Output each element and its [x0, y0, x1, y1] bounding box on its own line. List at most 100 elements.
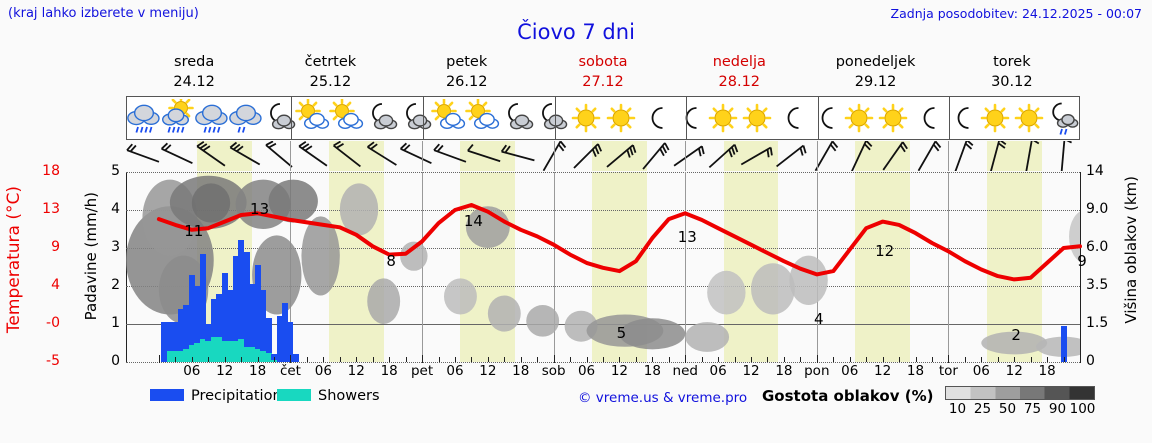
- time-tick: [356, 357, 358, 362]
- day-header-1: sreda 24.12: [126, 52, 262, 94]
- time-tick: [783, 357, 785, 362]
- copyright-link[interactable]: © vreme.us & vreme.pro: [578, 390, 748, 406]
- precipitation-bar: [249, 284, 256, 362]
- precipitation-bar: [292, 353, 299, 362]
- showers-segment: [210, 337, 217, 362]
- temperature-tick: -5: [46, 353, 60, 369]
- time-tick: [701, 357, 703, 362]
- cloud-height-tick: 0: [1086, 353, 1095, 369]
- cloud-density-tick: 75: [1023, 401, 1042, 417]
- time-tick: [915, 357, 917, 362]
- rain-cloud-icon: [125, 99, 164, 139]
- wind-day-separator: [553, 141, 555, 171]
- time-tick-label: sob: [541, 363, 566, 379]
- time-tick: [1080, 355, 1081, 363]
- time-tick-label: 06: [314, 363, 332, 379]
- time-tick-label: 06: [972, 363, 990, 379]
- wind-barb: [500, 141, 535, 171]
- time-tick: [668, 357, 670, 362]
- day-header-6: ponedeljek 29.12: [807, 52, 943, 94]
- time-tick: [175, 357, 177, 362]
- grid-line-h: [126, 172, 1080, 173]
- time-tick: [800, 357, 802, 362]
- temperature-value-label: 4: [814, 310, 824, 328]
- showers-segment: [183, 348, 190, 362]
- temperature-value-label: 14: [463, 212, 483, 230]
- time-tick-label: 18: [512, 363, 530, 379]
- precipitation-bar: [232, 255, 239, 362]
- temperature-value-label: 13: [677, 228, 697, 246]
- moon-icon: [636, 99, 675, 139]
- day-name: ponedeljek: [835, 54, 916, 70]
- time-tick-label: pet: [410, 363, 434, 379]
- wind-barb: [910, 141, 944, 171]
- time-tick-label: 18: [248, 363, 267, 379]
- time-tick: [191, 357, 193, 362]
- cloud-density-tick: 25: [973, 401, 992, 417]
- time-tick-label: 18: [775, 363, 793, 379]
- wind-barb: [399, 141, 433, 171]
- time-tick: [537, 357, 539, 362]
- day-date: 30.12: [991, 74, 1033, 90]
- time-tick: [257, 357, 259, 362]
- time-tick: [504, 357, 506, 362]
- icon-day-separator: [817, 97, 819, 139]
- time-tick: [520, 357, 522, 362]
- sun-cloud-icon: [431, 99, 470, 139]
- right-axis-line: [1080, 172, 1081, 362]
- cloud-height-tick: 1.5: [1086, 315, 1109, 331]
- day-date: 28.12: [718, 74, 761, 90]
- time-tick: [981, 357, 983, 362]
- day-date: 25.12: [309, 74, 352, 90]
- day-separator: [685, 172, 687, 362]
- moon-icon: [806, 99, 845, 139]
- precipitation-tick: 2: [111, 277, 120, 293]
- day-header-row: sreda 24.12 četrtek 25.12 petek 26.12 sobota 27…: [126, 52, 1080, 94]
- day-name: četrtek: [304, 54, 357, 70]
- wind-barb: [432, 141, 467, 171]
- day-date: 26.12: [445, 74, 488, 90]
- wind-barb: [944, 141, 978, 171]
- temperature-tick: 13: [42, 201, 60, 217]
- time-tick: [964, 357, 966, 362]
- temperature-tick: 9: [51, 239, 60, 255]
- sun-icon: [567, 99, 606, 139]
- sky-icon-band: [126, 96, 1080, 140]
- daylight-band: [855, 172, 911, 362]
- time-tick: [471, 357, 473, 362]
- day-header-4: sobota 27.12: [535, 52, 671, 94]
- sun-cloud-icon: [295, 99, 334, 139]
- showers-segment: [166, 350, 173, 362]
- precipitation-bar: [221, 272, 228, 362]
- time-tick-label: 12: [1005, 363, 1023, 379]
- wind-barb: [739, 141, 774, 171]
- sun-icon: [704, 99, 743, 139]
- temperature-value-label: 12: [875, 242, 895, 260]
- grid-line-h: [126, 210, 1080, 211]
- time-tick: [372, 357, 374, 362]
- time-tick: [849, 357, 851, 362]
- wind-barb: [773, 141, 807, 171]
- time-tick: [899, 357, 901, 362]
- precipitation-bar: [166, 322, 173, 362]
- time-tick-label: 06: [183, 363, 201, 379]
- temperature-curve: [156, 203, 1082, 282]
- showers-segment: [249, 346, 256, 362]
- time-tick: [422, 355, 424, 363]
- wind-barb: [978, 141, 1012, 171]
- showers-segment: [221, 341, 228, 362]
- wind-barb: [228, 141, 262, 171]
- day-header-3: petek 26.12: [399, 52, 535, 94]
- showers-segment: [265, 352, 272, 362]
- time-tick-label: pon: [804, 363, 830, 379]
- precipitation-axis-title: Padavine (mm/h): [82, 192, 100, 321]
- precipitation-bar: [161, 322, 168, 362]
- day-date: 27.12: [582, 74, 624, 90]
- time-tick: [652, 357, 654, 362]
- location-menu-note: (kraj lahko izberete v meniju): [8, 6, 199, 21]
- time-tick: [339, 357, 341, 362]
- legend-showers-label: Showers: [318, 388, 380, 404]
- temperature-tick: 18: [42, 163, 60, 179]
- page-title: Čiovo 7 dni: [517, 20, 635, 44]
- sun-icon: [976, 99, 1015, 139]
